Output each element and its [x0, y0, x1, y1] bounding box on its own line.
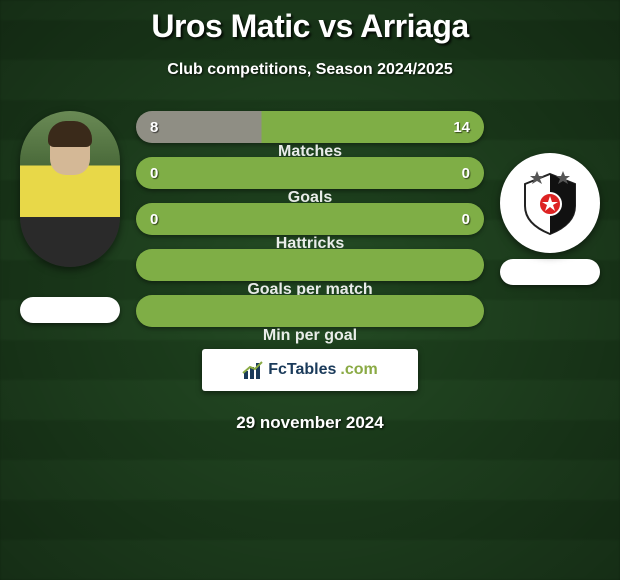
stat-row: Min per goal — [136, 295, 484, 327]
subtitle: Club competitions, Season 2024/2025 — [0, 61, 620, 79]
date-text: 29 november 2024 — [0, 413, 620, 433]
content-wrapper: Uros Matic vs Arriaga Club competitions,… — [0, 0, 620, 433]
page-title: Uros Matic vs Arriaga — [0, 8, 620, 45]
club-logo-right — [500, 153, 600, 253]
bar-chart-icon — [242, 359, 264, 381]
stat-row: 00Goals — [136, 157, 484, 189]
stat-row: Goals per match — [136, 249, 484, 281]
stat-right-value: 0 — [462, 165, 470, 182]
stat-pill — [136, 295, 484, 327]
stat-pill — [136, 249, 484, 281]
stat-pill: 00 — [136, 157, 484, 189]
stat-pill: 8 14 — [136, 111, 484, 143]
player-photo-left — [20, 111, 120, 267]
left-player-column — [10, 111, 130, 323]
stat-right-value: 14 — [453, 119, 470, 136]
flag-pill-left — [20, 297, 120, 323]
flag-pill-right — [500, 259, 600, 285]
stat-left-value: 0 — [150, 165, 158, 182]
partizan-crest-icon — [515, 168, 585, 238]
stat-pill: 00 — [136, 203, 484, 235]
stat-left-value: 8 — [150, 119, 158, 136]
brand-text-1: FcTables — [268, 361, 336, 379]
right-player-column — [490, 111, 610, 285]
stats-column: 814Matches00Goals00HattricksGoals per ma… — [130, 111, 490, 327]
stat-left-value: 0 — [150, 211, 158, 228]
brand-box: FcTables.com — [202, 349, 418, 391]
brand-text-2: .com — [340, 361, 377, 379]
stat-row: 814Matches — [136, 111, 484, 143]
stat-row: 00Hattricks — [136, 203, 484, 235]
main-row: 814Matches00Goals00HattricksGoals per ma… — [0, 111, 620, 327]
stat-right-value: 0 — [462, 211, 470, 228]
stat-label: Min per goal — [263, 327, 357, 345]
